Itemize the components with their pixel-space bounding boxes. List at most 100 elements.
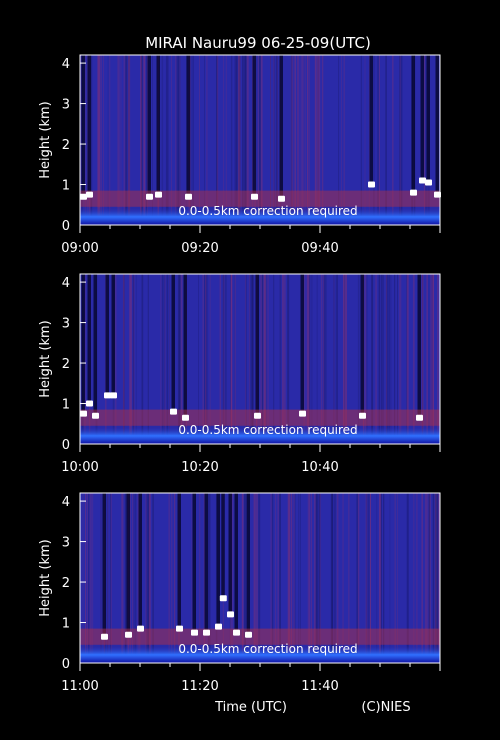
signal-streak xyxy=(117,55,119,225)
cloud-return xyxy=(368,181,375,188)
signal-streak xyxy=(304,274,306,444)
x-tick-label: 11:40 xyxy=(301,679,338,694)
signal-streak xyxy=(365,274,367,444)
signal-streak xyxy=(202,274,204,444)
signal-streak xyxy=(135,493,137,663)
signal-streak xyxy=(299,55,301,225)
signal-streak xyxy=(336,274,338,444)
signal-streak xyxy=(283,274,286,444)
signal-streak xyxy=(264,274,267,444)
signal-streak xyxy=(87,493,88,663)
attenuation-shadow xyxy=(435,55,439,195)
signal-streak xyxy=(412,274,415,444)
signal-streak xyxy=(133,493,135,663)
signal-streak xyxy=(145,493,147,663)
lidar-panel-2: 0.0-0.5km correction required 0 1 2 3 4 Height… xyxy=(38,273,441,475)
signal-streak xyxy=(133,274,135,444)
signal-streak xyxy=(294,493,296,663)
signal-streak xyxy=(239,55,241,225)
attenuation-shadow xyxy=(252,55,256,197)
signal-streak xyxy=(223,55,224,225)
y-axis-label: Height (km) xyxy=(38,539,53,616)
signal-streak xyxy=(256,55,258,225)
signal-streak xyxy=(223,274,225,444)
attenuation-shadow xyxy=(279,55,283,199)
signal-streak xyxy=(206,274,208,444)
signal-streak xyxy=(90,55,93,225)
signal-streak xyxy=(322,274,325,444)
attenuation-shadow xyxy=(369,55,373,185)
signal-streak xyxy=(175,55,177,225)
signal-streak xyxy=(253,493,255,663)
signal-streak xyxy=(433,274,434,444)
signal-streak xyxy=(163,274,166,444)
attenuation-shadow xyxy=(234,493,238,633)
attenuation-shadow xyxy=(177,493,181,629)
signal-streak xyxy=(279,274,282,444)
signal-streak xyxy=(177,55,180,225)
cloud-return xyxy=(245,631,252,638)
signal-streak xyxy=(379,274,380,444)
signal-streak xyxy=(435,493,438,663)
cloud-return xyxy=(125,631,132,638)
signal-streak xyxy=(343,274,345,444)
signal-streak xyxy=(318,493,321,663)
signal-streak xyxy=(330,493,333,663)
y-tick-label: 1 xyxy=(62,617,70,632)
signal-streak xyxy=(84,55,86,225)
signal-streak xyxy=(260,55,263,225)
signal-streak xyxy=(360,55,362,225)
signal-streak xyxy=(248,274,250,444)
signal-streak xyxy=(336,493,338,663)
signal-streak xyxy=(132,274,135,444)
signal-streak xyxy=(97,55,99,225)
signal-streak xyxy=(261,274,264,444)
signal-streak xyxy=(331,493,334,663)
correction-note: 0.0-0.5km correction required xyxy=(178,204,357,218)
signal-streak xyxy=(152,493,154,663)
signal-streak xyxy=(426,274,428,444)
signal-streak xyxy=(299,493,301,663)
signal-streak xyxy=(271,493,274,663)
cloud-return xyxy=(101,633,108,640)
signal-streak xyxy=(251,274,253,444)
signal-streak xyxy=(333,493,336,663)
signal-streak xyxy=(129,274,131,444)
signal-streak xyxy=(309,274,311,444)
y-tick-label: 4 xyxy=(62,495,70,510)
signal-streak xyxy=(82,493,84,663)
signal-streak xyxy=(252,274,254,444)
attenuation-shadow xyxy=(255,274,259,416)
signal-streak xyxy=(147,55,148,225)
cloud-return xyxy=(155,191,162,198)
signal-streak xyxy=(168,493,170,663)
signal-streak xyxy=(225,274,227,444)
y-axis-label: Height (km) xyxy=(38,101,53,178)
signal-streak xyxy=(198,274,199,444)
signal-streak xyxy=(89,493,92,663)
y-tick-label: 3 xyxy=(62,98,70,113)
signal-streak xyxy=(366,493,368,663)
signal-streak xyxy=(152,55,153,225)
signal-streak xyxy=(401,55,403,225)
signal-streak xyxy=(246,55,248,225)
signal-streak xyxy=(230,55,233,225)
signal-streak xyxy=(406,493,409,663)
cloud-return xyxy=(254,412,261,419)
correction-note: 0.0-0.5km correction required xyxy=(178,642,357,656)
y-tick-label: 2 xyxy=(62,576,70,591)
signal-streak xyxy=(324,274,327,444)
signal-streak xyxy=(437,274,439,444)
signal-streak xyxy=(270,55,271,225)
signal-streak xyxy=(234,274,236,444)
signal-streak xyxy=(103,55,104,225)
signal-streak xyxy=(318,55,321,225)
cloud-return xyxy=(251,193,258,200)
signal-streak xyxy=(130,493,131,663)
signal-streak xyxy=(205,274,207,444)
signal-streak xyxy=(123,55,126,225)
signal-streak xyxy=(192,55,194,225)
signal-streak xyxy=(191,493,193,663)
signal-streak xyxy=(122,493,124,663)
signal-streak xyxy=(399,274,401,444)
